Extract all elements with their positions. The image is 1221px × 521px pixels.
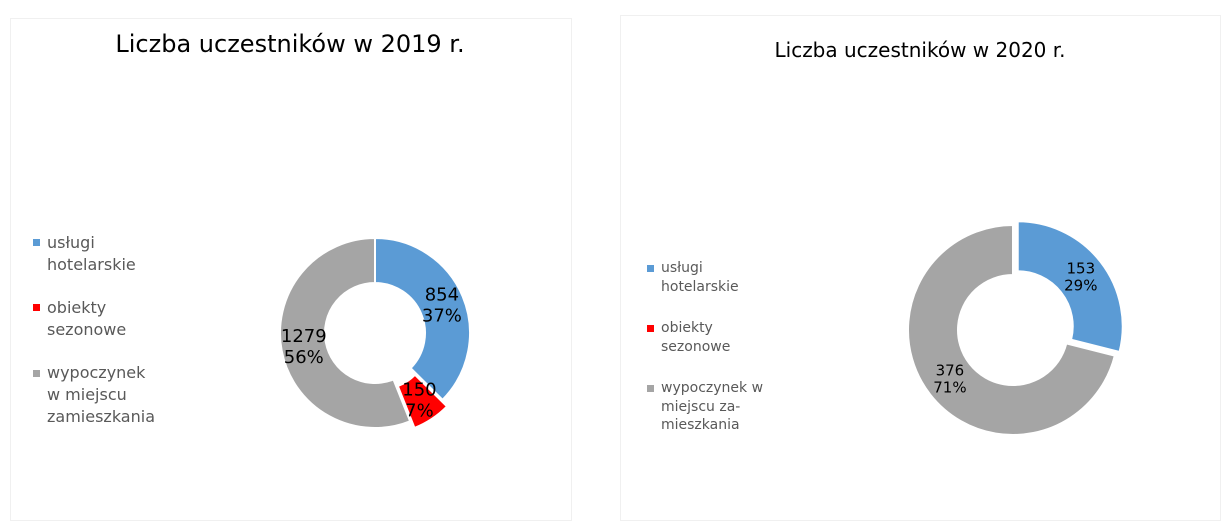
chart-panel	[620, 15, 1221, 521]
chart-panel	[10, 18, 572, 521]
data-label: 150 7%	[402, 380, 436, 422]
data-label-percent: 29%	[1064, 277, 1097, 295]
donut-slice	[396, 373, 449, 430]
chart-title: Liczba uczestników w 2020 r.	[774, 38, 1066, 62]
legend-label: obiekty sezonowe	[661, 319, 731, 355]
data-label-value: 1279	[281, 326, 327, 347]
legend-swatch	[647, 325, 654, 333]
data-label-percent: 56%	[284, 347, 324, 368]
data-label-percent: 7%	[405, 400, 434, 421]
legend-item: obiekty sezonowe	[33, 297, 153, 340]
legend: usługi hotelarskie obiekty sezonowe wypocz…	[33, 232, 155, 449]
legend-label: obiekty sezonowe	[47, 298, 127, 339]
legend-swatch	[33, 304, 40, 312]
donut-slice	[1016, 220, 1124, 354]
legend-item: obiekty sezonowe	[647, 319, 775, 357]
legend: usługi hotelarskie obiekty sezonowe wypocz…	[647, 259, 775, 457]
data-label: 854 37%	[422, 285, 462, 327]
chart-title: Liczba uczestników w 2019 r.	[115, 30, 465, 58]
legend-item: usługi hotelarskie	[647, 259, 775, 297]
legend-swatch	[33, 369, 40, 377]
donut-slice	[279, 236, 412, 429]
data-label-percent: 37%	[422, 305, 462, 326]
data-label-value: 153	[1067, 259, 1096, 277]
legend-label: usługi hotelarskie	[661, 260, 739, 295]
data-label-percent: 71%	[933, 379, 966, 397]
legend-item: usługi hotelarskie	[33, 232, 153, 275]
data-label-value: 376	[936, 361, 965, 379]
legend-item: wypoczynek w miejscu zamieszkania	[33, 362, 155, 427]
donut-slice	[374, 236, 471, 402]
legend-swatch	[33, 239, 40, 247]
legend-swatch	[647, 384, 654, 392]
legend-swatch	[647, 265, 654, 273]
donut-slice	[907, 223, 1117, 436]
legend-item: wypoczynek w miejscu za-mieszkania	[647, 379, 775, 436]
data-label-value: 854	[425, 285, 459, 306]
legend-label: wypoczynek w miejscu za-mieszkania	[661, 379, 764, 434]
data-label: 376 71%	[933, 361, 966, 396]
legend-label: usługi hotelarskie	[47, 233, 136, 274]
data-label: 153 29%	[1064, 259, 1097, 294]
data-label: 1279 56%	[281, 326, 327, 368]
data-label-value: 150	[402, 380, 436, 401]
legend-label: wypoczynek w miejscu zamieszkania	[47, 363, 155, 426]
